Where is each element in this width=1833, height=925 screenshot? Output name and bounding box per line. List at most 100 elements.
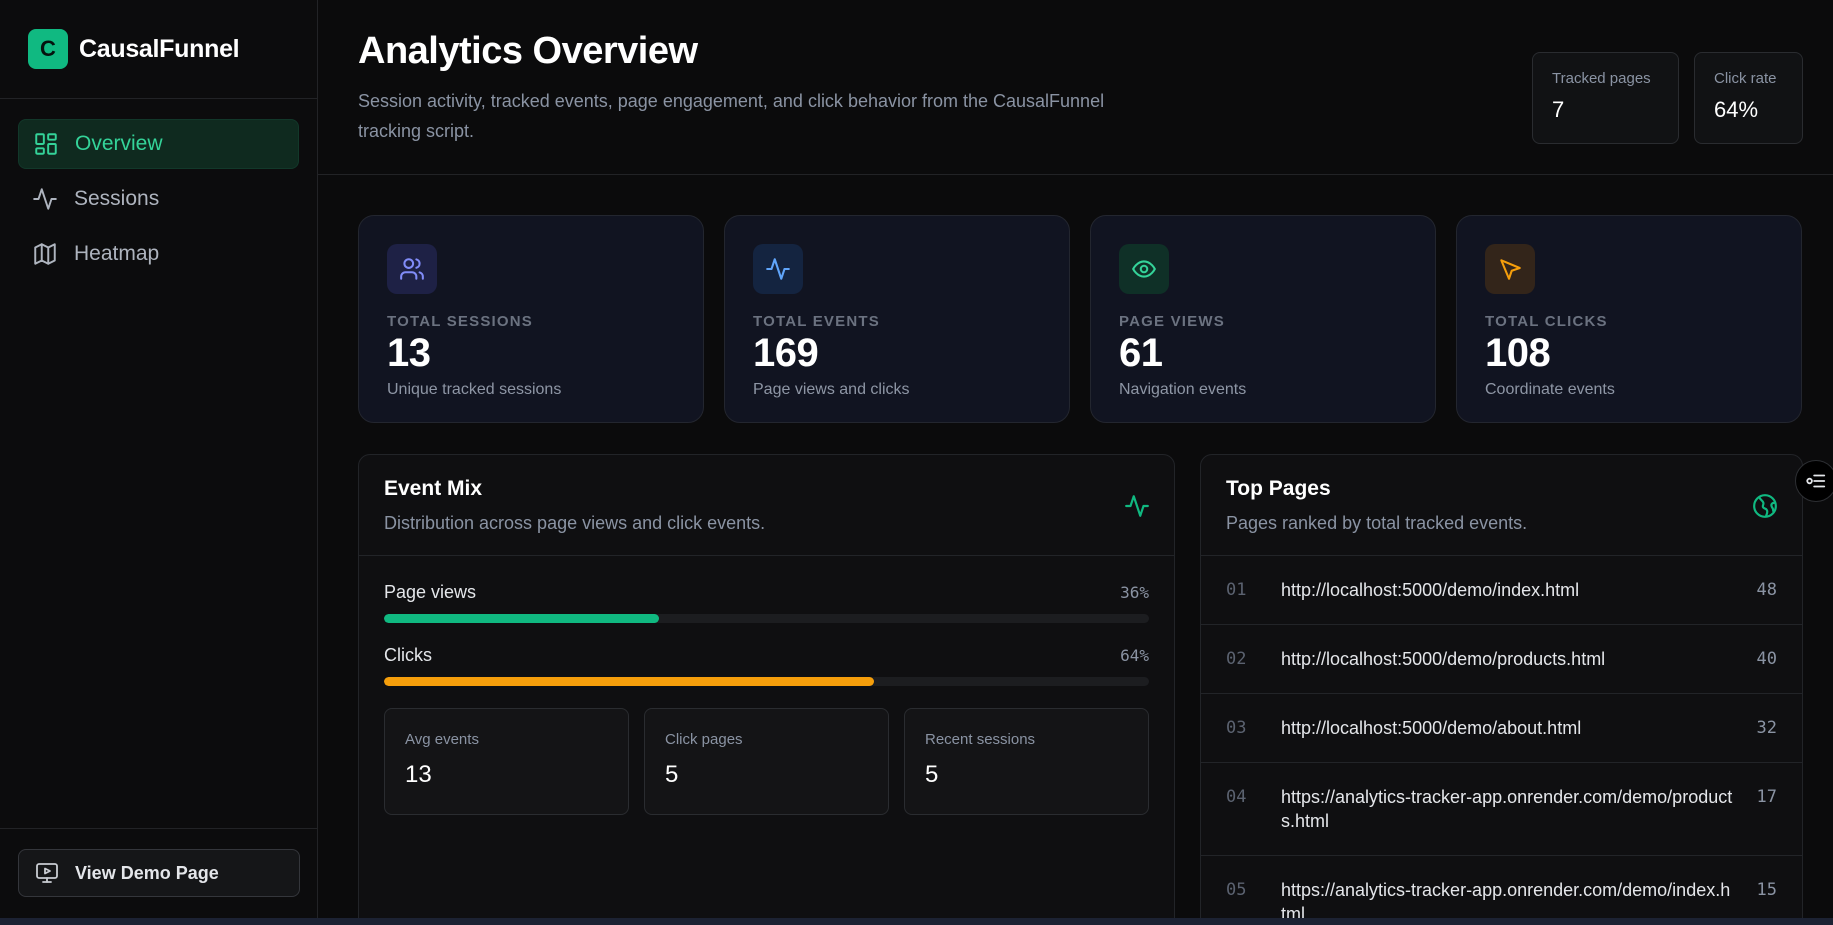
stat-icon-box <box>387 244 437 294</box>
tracked-pages-stat: Tracked pages 7 <box>1532 52 1679 144</box>
event-mix-title: Event Mix <box>384 477 483 500</box>
click-rate-label: Click rate <box>1714 70 1777 87</box>
stat-card-total-sessions: TOTAL SESSIONS 13 Unique tracked session… <box>358 215 704 423</box>
top-pages-subtitle: Pages ranked by total tracked events. <box>1226 513 1528 533</box>
stat-card-page-views: PAGE VIEWS 61 Navigation events <box>1090 215 1436 423</box>
page-url: http://localhost:5000/demo/products.html <box>1281 649 1606 669</box>
page-count: 40 <box>1756 649 1777 669</box>
sidebar-item-label: Heatmap <box>74 242 160 265</box>
page-views-bar-row: Page views 36% <box>384 582 1149 623</box>
list-item[interactable]: 05 https://analytics-tracker-app.onrende… <box>1201 856 1802 925</box>
top-pages-title: Top Pages <box>1226 477 1331 500</box>
view-demo-page-label: View Demo Page <box>75 862 219 883</box>
page-rank: 04 <box>1226 787 1247 807</box>
page-views-bar-fill <box>384 614 660 623</box>
page-url: http://localhost:5000/demo/about.html <box>1281 718 1582 738</box>
recent-sessions-card: Recent sessions 5 <box>904 708 1149 815</box>
sidebar-footer: View Demo Page <box>0 828 318 925</box>
bar-percent: 36% <box>1120 583 1149 602</box>
stat-icon-box <box>1485 244 1535 294</box>
page-count: 48 <box>1756 580 1777 600</box>
event-mix-body: Page views 36% Clicks 64% Avg events 13 … <box>359 556 1174 815</box>
page-title: Analytics Overview <box>358 30 698 72</box>
activity-icon <box>33 188 57 210</box>
avg-events-value: 13 <box>405 761 432 788</box>
bar-label: Clicks <box>384 645 432 665</box>
event-mix-panel: Event Mix Distribution across page views… <box>358 454 1175 925</box>
page-rank: 03 <box>1226 718 1247 738</box>
recent-sessions-label: Recent sessions <box>925 731 1036 748</box>
page-count: 32 <box>1756 718 1777 738</box>
sidebar-item-heatmap[interactable]: Heatmap <box>18 229 299 279</box>
avg-events-label: Avg events <box>405 731 479 748</box>
stat-description: Unique tracked sessions <box>387 381 562 398</box>
sidebar-item-label: Overview <box>75 132 163 155</box>
eye-icon <box>1132 260 1156 278</box>
page-count: 17 <box>1756 787 1777 807</box>
click-pages-value: 5 <box>665 761 679 788</box>
click-pages-label: Click pages <box>665 731 743 748</box>
click-rate-value: 64% <box>1714 97 1759 122</box>
tracked-pages-value: 7 <box>1552 97 1565 122</box>
users-icon <box>400 258 424 280</box>
page-rank: 01 <box>1226 580 1247 600</box>
activity-icon <box>1124 493 1150 519</box>
stat-icon-box <box>753 244 803 294</box>
monitor-play-icon <box>36 863 58 883</box>
stat-value: 169 <box>753 331 819 375</box>
taskbar-edge <box>0 918 1833 925</box>
click-rate-stat: Click rate 64% <box>1694 52 1803 144</box>
panel-header: Top Pages Pages ranked by total tracked … <box>1201 455 1802 556</box>
list-item[interactable]: 03 http://localhost:5000/demo/about.html… <box>1201 694 1802 763</box>
stat-description: Coordinate events <box>1485 381 1615 398</box>
view-demo-page-button[interactable]: View Demo Page <box>18 849 300 897</box>
clicks-bar-row: Clicks 64% <box>384 645 1149 686</box>
list-item[interactable]: 02 http://localhost:5000/demo/products.h… <box>1201 625 1802 694</box>
page-rank: 05 <box>1226 880 1247 900</box>
brand[interactable]: C CausalFunnel <box>0 0 317 99</box>
sidebar: C CausalFunnel Overview Sessions Heatmap… <box>0 0 318 925</box>
stat-value: 61 <box>1119 331 1163 375</box>
panel-header: Event Mix Distribution across page views… <box>359 455 1174 556</box>
stat-description: Page views and clicks <box>753 381 910 398</box>
avg-events-card: Avg events 13 <box>384 708 629 815</box>
stat-icon-box <box>1119 244 1169 294</box>
stat-card-total-clicks: TOTAL CLICKS 108 Coordinate events <box>1456 215 1802 423</box>
top-pages-panel: Top Pages Pages ranked by total tracked … <box>1200 454 1803 925</box>
bar-percent: 64% <box>1120 646 1149 665</box>
tracked-pages-label: Tracked pages <box>1552 70 1651 87</box>
sidebar-item-overview[interactable]: Overview <box>18 119 299 169</box>
brand-name: CausalFunnel <box>79 34 240 63</box>
floating-action-button[interactable] <box>1795 460 1833 502</box>
list-item[interactable]: 01 http://localhost:5000/demo/index.html… <box>1201 556 1802 625</box>
page-header: Analytics Overview Session activity, tra… <box>318 0 1833 175</box>
recent-sessions-value: 5 <box>925 761 939 788</box>
page-url: https://analytics-tracker-app.onrender.c… <box>1281 787 1733 831</box>
bar-label: Page views <box>384 582 477 602</box>
stat-value: 13 <box>387 331 431 375</box>
stat-label: TOTAL CLICKS <box>1485 313 1608 330</box>
list-settings-icon <box>1806 474 1826 488</box>
sidebar-item-sessions[interactable]: Sessions <box>18 174 299 224</box>
click-pages-card: Click pages 5 <box>644 708 889 815</box>
pointer-icon <box>1500 259 1521 280</box>
stat-card-total-events: TOTAL EVENTS 169 Page views and clicks <box>724 215 1070 423</box>
event-mix-subtitle: Distribution across page views and click… <box>384 513 766 533</box>
globe-icon <box>1752 493 1778 519</box>
top-pages-list: 01 http://localhost:5000/demo/index.html… <box>1201 556 1802 925</box>
map-icon <box>34 243 56 265</box>
stat-label: PAGE VIEWS <box>1119 313 1225 330</box>
sidebar-nav: Overview Sessions Heatmap <box>0 99 317 279</box>
layout-grid-icon <box>35 133 57 155</box>
brand-logo: C <box>28 29 68 69</box>
sidebar-item-label: Sessions <box>74 187 160 210</box>
page-count: 15 <box>1756 880 1777 900</box>
stat-label: TOTAL EVENTS <box>753 313 880 330</box>
mini-stats-row: Avg events 13 Click pages 5 Recent sessi… <box>384 708 1149 815</box>
bar-track <box>384 614 1149 623</box>
stat-label: TOTAL SESSIONS <box>387 313 533 330</box>
activity-icon <box>766 258 790 280</box>
page-subtitle: Session activity, tracked events, page e… <box>358 91 1105 141</box>
stat-description: Navigation events <box>1119 381 1247 398</box>
list-item[interactable]: 04 https://analytics-tracker-app.onrende… <box>1201 763 1802 856</box>
